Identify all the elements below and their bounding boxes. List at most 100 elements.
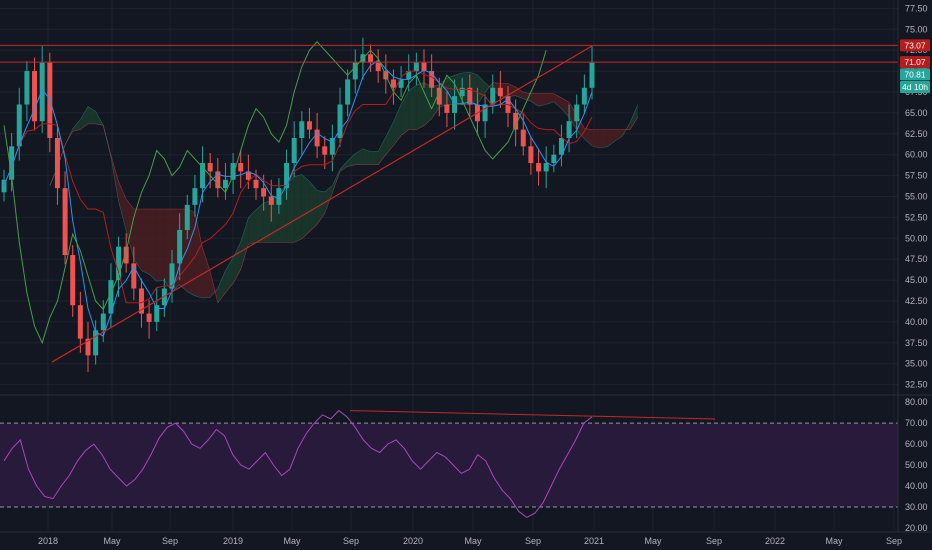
y-tick-label: 52.50 [905,212,928,222]
cloud-segment [72,119,81,132]
price-tag-label: 71.07 [904,57,926,67]
x-tick-label: Sep [343,536,359,546]
candle-body [108,280,114,314]
x-tick-label: Sep [886,536,902,546]
candle-body [138,288,144,314]
y-tick-label: 45.00 [905,275,928,285]
candle-body [70,255,76,306]
cloud-segment [599,129,608,149]
cloud-segment [263,200,272,243]
cloud-segment [378,136,386,165]
candle-body [558,137,564,155]
cloud-segment [286,176,295,243]
x-tick-label: May [644,536,662,546]
cloud-segment [202,248,211,299]
candle-body [306,121,312,130]
rsi-y-tick-label: 20.00 [905,523,928,533]
candle-body [62,188,68,256]
cloud-segment [256,202,264,243]
x-tick-label: Sep [706,536,722,546]
indicator-lines [3,41,639,345]
rsi-pane [0,409,898,518]
cloud-segment [240,217,249,270]
candle-body [490,87,496,105]
candle-body [467,87,473,105]
cloud-segment [217,270,226,303]
y-tick-label: 50.00 [905,233,928,243]
candle-body [32,71,38,122]
candle-body [146,313,152,322]
candle-body [116,246,122,281]
cloud-segment [569,102,577,131]
candle-body [581,87,587,105]
y-tick-label: 60.00 [905,150,928,160]
x-tick-label: 2018 [38,536,58,546]
candle-body [574,104,580,122]
candle-body [314,129,320,147]
cloud-segment [538,93,547,107]
cloud-segment [546,93,554,105]
cloud-segment [149,209,157,282]
candle-body [39,62,45,122]
candle-body [284,163,290,189]
price-tag [900,56,930,69]
candle-body [93,330,99,356]
cloud-segment [340,160,348,172]
candle-body [513,112,519,130]
rsi-y-tick-label: 70.00 [905,418,928,428]
candle-body [261,188,267,197]
candle-body [230,163,236,180]
candle-body [444,104,450,113]
candle-body [192,188,198,205]
candle-body [390,79,396,88]
candle-body [245,171,251,180]
candle-body [253,179,259,189]
cloud-segment [324,185,333,214]
x-tick-label: 2020 [403,536,423,546]
y-tick-label: 37.50 [905,338,928,348]
y-tick-label: 57.50 [905,171,928,181]
price-tag-label: 4d 10h [902,82,928,92]
cloud-segment [187,209,195,296]
candle-body [299,121,305,138]
candle-body [177,229,183,264]
cloud-segment [141,209,150,275]
cloud-segment [362,148,371,165]
candle-body [215,171,221,189]
candle-body [482,104,488,122]
cloud-segment [592,129,600,149]
candle-body [54,137,60,189]
cloud-segment [408,85,417,130]
y-tick-label: 75.00 [905,24,928,34]
x-tick-label: 2022 [765,536,785,546]
candle-body [24,71,30,105]
cloud-segment [561,97,570,118]
cloud-segment [248,210,256,245]
candle-body [413,62,419,72]
cloud-segment [416,82,424,130]
candle-body [207,163,213,172]
candle-body [169,263,175,289]
cloud-segment [301,174,310,239]
candle-body [329,137,335,155]
candle-body [9,146,15,180]
cloud-segment [424,82,432,126]
support-trendline [51,45,593,363]
rsi-y-tick-label: 80.00 [905,397,928,407]
price-tag [900,80,930,93]
candle-body [184,204,190,230]
candle-body [291,137,297,164]
candle-body [536,163,542,172]
y-tick-label: 47.50 [905,254,928,264]
trendlines [51,45,593,363]
cloud-segment [347,153,356,167]
candle-body [345,79,351,105]
cloud-segment [477,75,486,105]
price-tag [900,68,930,81]
x-tick-label: May [825,536,843,546]
candle-body [337,104,343,138]
candle-body [421,62,427,72]
x-tick-label: Sep [162,536,178,546]
price-tag-label: 70.81 [904,69,926,79]
